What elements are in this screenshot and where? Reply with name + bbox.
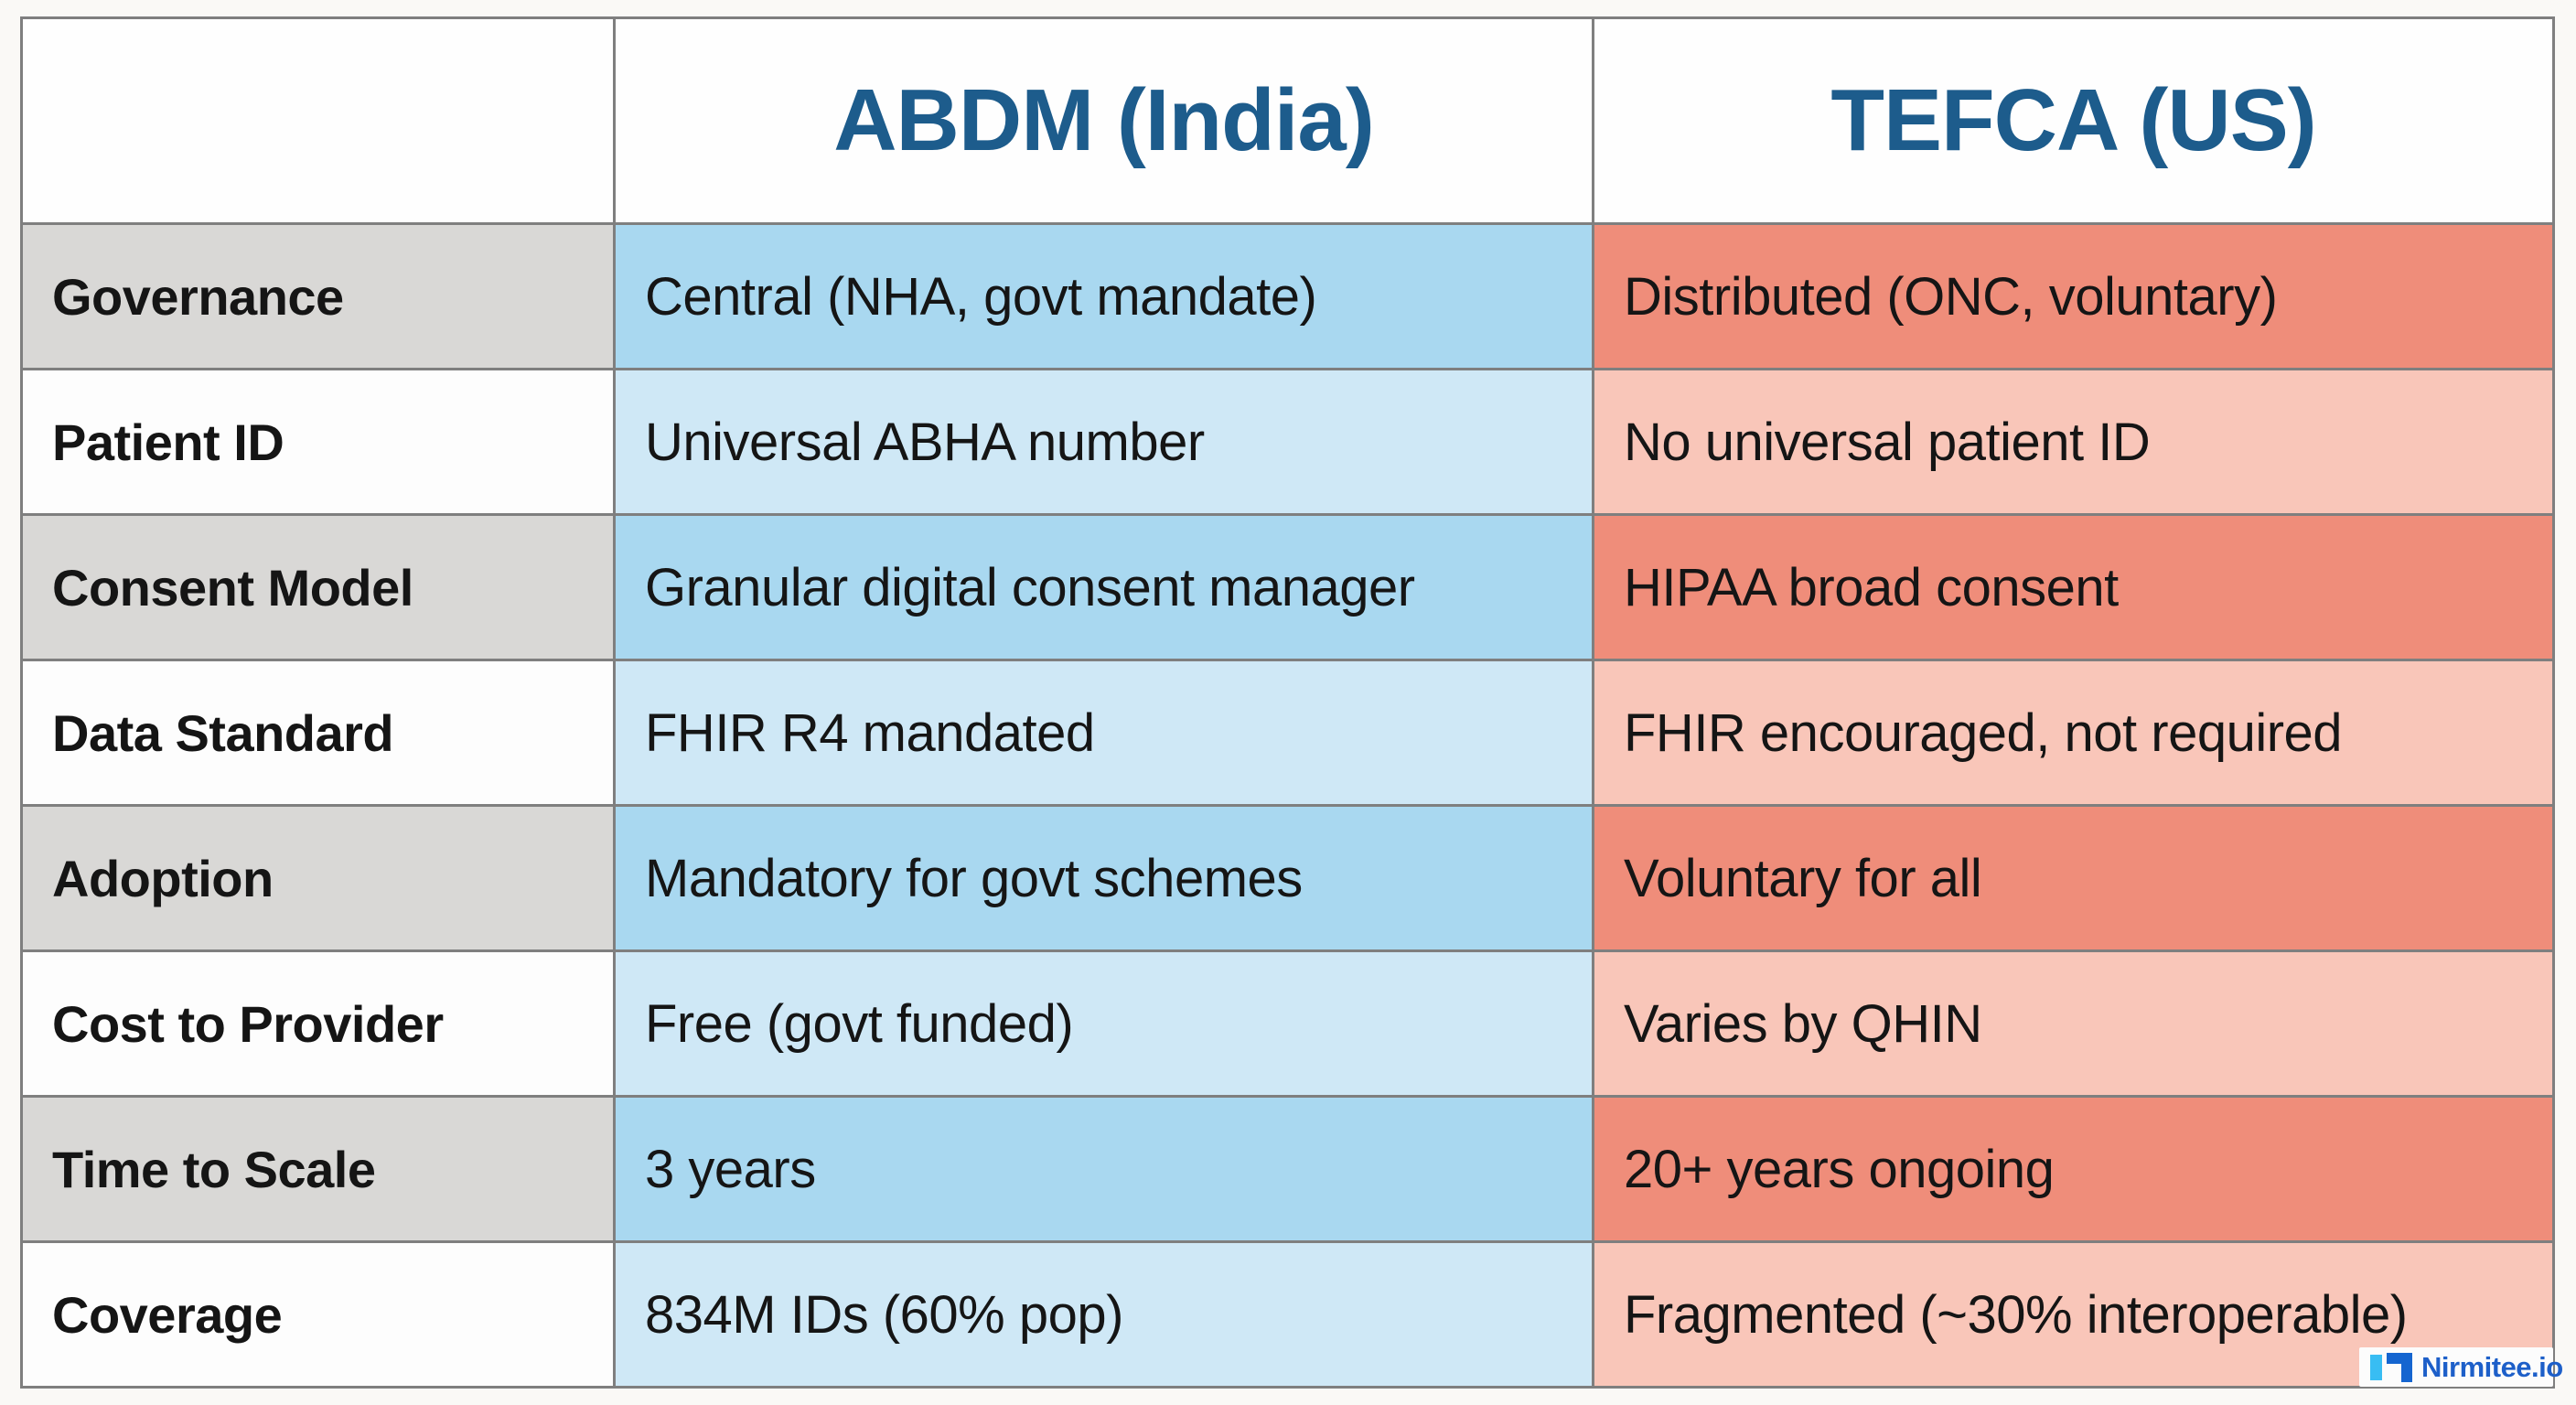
- nirmitee-logo-mark: [2370, 1352, 2412, 1382]
- header-cell-empty: [23, 19, 613, 222]
- row-label: Cost to Provider: [23, 952, 613, 1095]
- header-cell-abdm: ABDM (India): [616, 19, 1592, 222]
- header-cell-tefca: TEFCA (US): [1594, 19, 2552, 222]
- tefca-cell: No universal patient ID: [1594, 370, 2552, 513]
- tefca-cell: Varies by QHIN: [1594, 952, 2552, 1095]
- abdm-cell: FHIR R4 mandated: [616, 661, 1592, 804]
- abdm-cell: Mandatory for govt schemes: [616, 807, 1592, 949]
- abdm-cell: 834M IDs (60% pop): [616, 1243, 1592, 1386]
- abdm-cell: Free (govt funded): [616, 952, 1592, 1095]
- abdm-cell: Granular digital consent manager: [616, 516, 1592, 659]
- row-label: Coverage: [23, 1243, 613, 1386]
- nirmitee-logo-text: Nirmitee.io: [2421, 1350, 2563, 1383]
- row-label: Adoption: [23, 807, 613, 949]
- nirmitee-logo: Nirmitee.io: [2359, 1347, 2563, 1387]
- row-label: Patient ID: [23, 370, 613, 513]
- row-label: Governance: [23, 225, 613, 368]
- abdm-cell: 3 years: [616, 1098, 1592, 1240]
- tefca-cell: Fragmented (~30% interoperable): [1594, 1243, 2552, 1386]
- row-label: Data Standard: [23, 661, 613, 804]
- row-label: Consent Model: [23, 516, 613, 659]
- tefca-cell: FHIR encouraged, not required: [1594, 661, 2552, 804]
- abdm-cell: Central (NHA, govt mandate): [616, 225, 1592, 368]
- row-label: Time to Scale: [23, 1098, 613, 1240]
- comparison-table: ABDM (India) TEFCA (US) Governance Centra…: [20, 16, 2555, 1389]
- tefca-cell: 20+ years ongoing: [1594, 1098, 2552, 1240]
- tefca-cell: Voluntary for all: [1594, 807, 2552, 949]
- abdm-cell: Universal ABHA number: [616, 370, 1592, 513]
- tefca-cell: Distributed (ONC, voluntary): [1594, 225, 2552, 368]
- tefca-cell: HIPAA broad consent: [1594, 516, 2552, 659]
